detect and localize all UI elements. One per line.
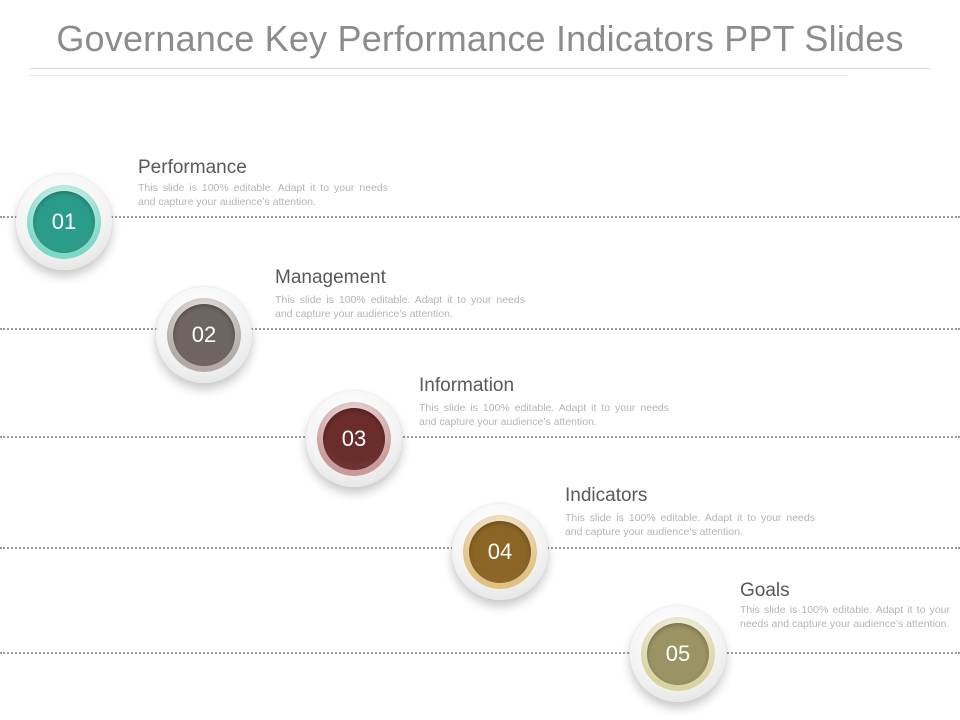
step-desc-4: This slide is 100% editable. Adapt it to… [565,512,815,538]
step-heading-4: Indicators [565,485,648,506]
badge-ring: 03 [317,402,391,476]
step-badge-2: 02 [156,287,252,383]
step-heading-2: Management [275,267,386,288]
step-badge-3: 03 [306,391,402,487]
step-number-3: 03 [323,408,385,470]
badge-ring: 05 [641,617,715,691]
step-heading-5: Goals [740,580,790,601]
step-desc-1: This slide is 100% editable. Adapt it to… [138,182,388,208]
step-number-5: 05 [647,623,709,685]
step-badge-4: 04 [452,504,548,600]
step-desc-2: This slide is 100% editable. Adapt it to… [275,294,525,320]
slide-title: Governance Key Performance Indicators PP… [56,18,904,59]
step-badge-5: 05 [630,606,726,702]
dotted-line-5 [0,652,960,654]
step-number-4: 04 [469,521,531,583]
title-underline-secondary [30,75,848,76]
step-heading-3: Information [419,375,515,396]
step-number-1: 01 [33,191,95,253]
dotted-line-3 [0,436,960,438]
dotted-line-1 [0,216,960,218]
title-underline [30,68,930,69]
step-heading-1: Performance [138,157,247,178]
badge-ring: 01 [27,185,101,259]
step-badge-1: 01 [16,174,112,270]
step-desc-5: This slide is 100% editable. Adapt it to… [740,604,950,630]
step-number-2: 02 [173,304,235,366]
step-desc-3: This slide is 100% editable. Adapt it to… [419,402,669,428]
badge-ring: 02 [167,298,241,372]
badge-ring: 04 [463,515,537,589]
dotted-line-2 [0,328,960,330]
